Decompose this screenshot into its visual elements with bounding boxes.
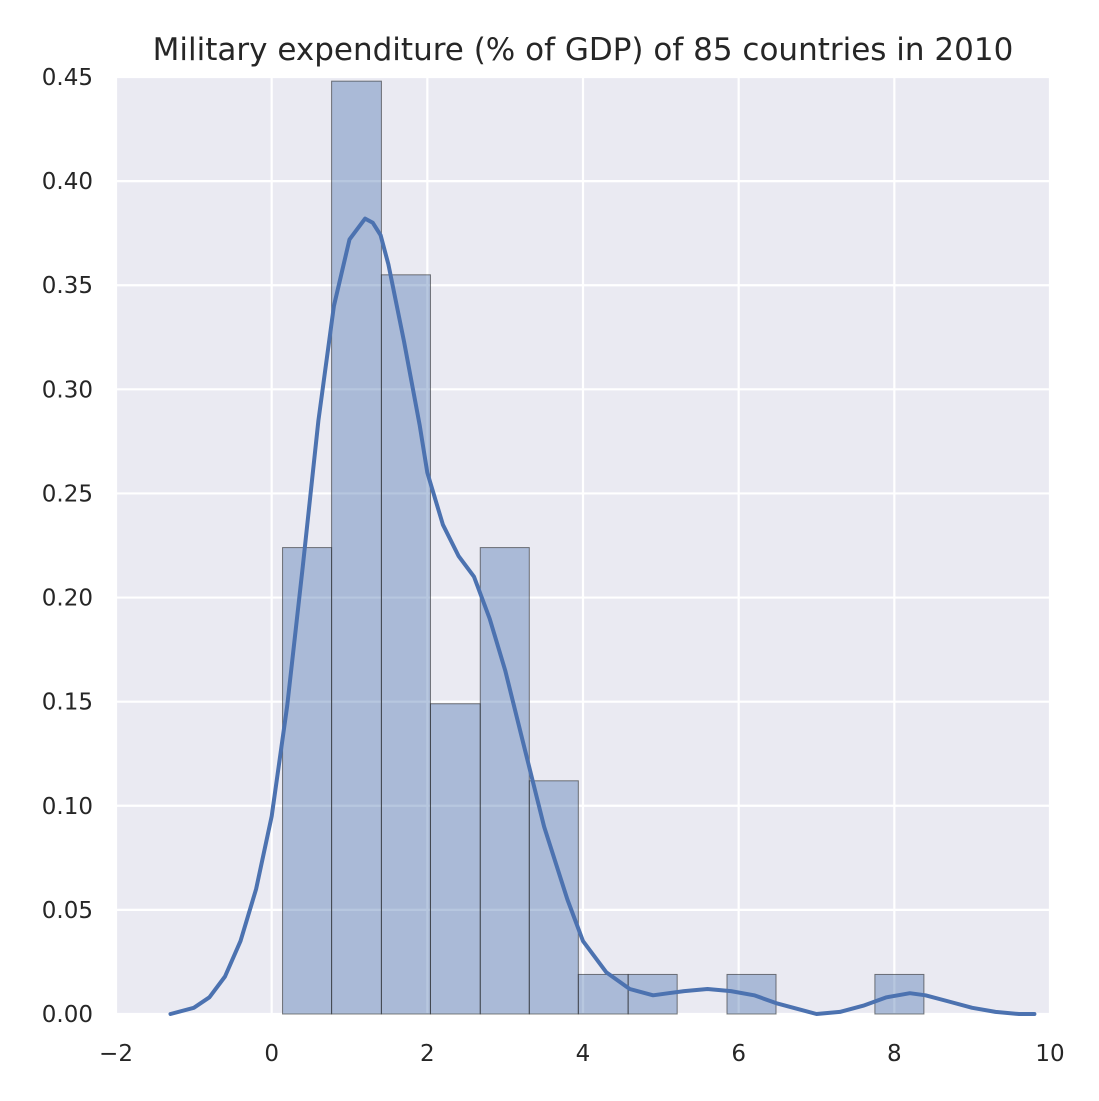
histogram-bar [429,703,481,1015]
grid-lines [114,75,1052,1016]
histogram-bar [479,547,530,1015]
y-tick-label: 0.20 [42,586,93,612]
x-tick-label: 8 [887,1041,902,1067]
y-tick-label: 0.00 [42,1002,93,1028]
histogram-bar [380,274,431,1015]
kde-curve [168,216,1037,1016]
y-tick-label: 0.35 [42,273,93,299]
x-tick-label: −2 [99,1041,133,1067]
x-tick-label: 10 [1035,1041,1064,1067]
histogram-bar [331,80,382,1015]
x-tick-label: 6 [731,1041,746,1067]
histogram-bar [282,547,333,1015]
chart-title: Military expenditure (% of GDP) of 85 co… [153,32,1014,68]
y-tick-label: 0.15 [42,690,93,716]
histogram-bars [282,80,925,1015]
x-tick-label: 0 [264,1041,279,1067]
y-tick-label: 0.40 [42,169,93,195]
x-tick-label: 2 [420,1041,435,1067]
kde-curve-group [168,216,1037,1016]
x-axis-ticks: −2 0 2 4 6 8 10 [99,1041,1065,1067]
x-tick-label: 4 [576,1041,591,1067]
y-tick-label: 0.25 [42,481,93,507]
y-tick-label: 0.45 [42,65,93,91]
y-tick-label: 0.05 [42,898,93,924]
y-axis-ticks: 0.00 0.05 0.10 0.15 0.20 0.25 0.30 0.35 0.40 0.45 [42,65,93,1028]
histogram-bar [528,780,579,1015]
y-tick-label: 0.10 [42,794,93,820]
y-tick-label: 0.30 [42,377,93,403]
